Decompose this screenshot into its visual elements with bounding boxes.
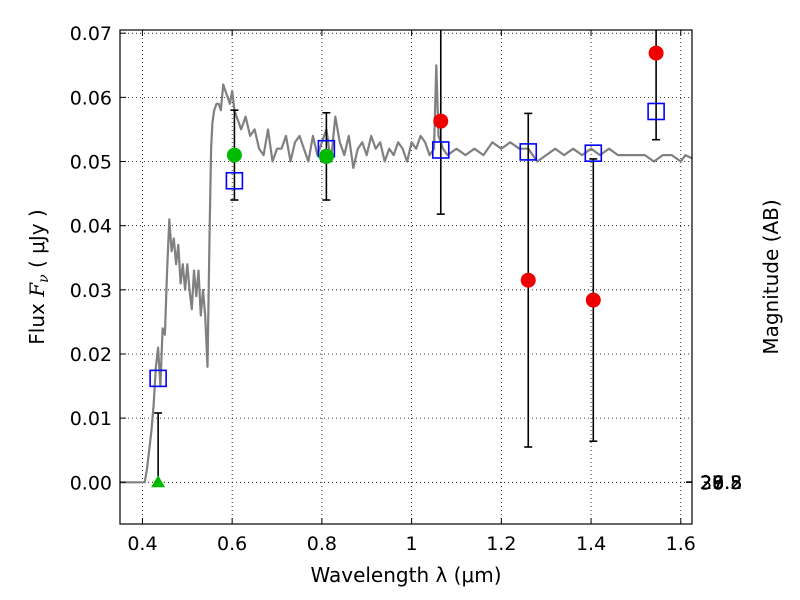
model-photometry-point <box>225 171 244 190</box>
right-tick-label: 27 <box>700 472 724 494</box>
y-tick-label: 0.00 <box>70 472 112 494</box>
y-tick-label: 0.02 <box>70 344 112 366</box>
y-axis-label-unit: ( μJy ) <box>25 209 49 274</box>
model-photometry-point <box>431 141 450 159</box>
y-tick-label: 0.05 <box>70 152 112 174</box>
y-axis-label-subscript: ν <box>36 274 52 283</box>
model-photometry-point <box>519 143 538 161</box>
x-tick-label: 0.4 <box>127 533 157 555</box>
detection-point <box>318 148 334 164</box>
y-axis-label-symbol: F <box>25 282 49 298</box>
x-tick-label: 1.4 <box>576 533 606 555</box>
tick-layer: 0.4 0.6 0.8 1 1.2 1.4 1.6 0.00 0.01 0.02 0.03 0.04 0… <box>70 23 743 555</box>
x-tick-label: 1 <box>406 533 418 555</box>
upper-limit-point <box>151 475 166 488</box>
right-tick-label: 26.8 <box>700 472 742 494</box>
detection-point <box>648 45 664 61</box>
detection-point <box>520 272 536 288</box>
plot-frame <box>119 29 693 525</box>
detection-point <box>585 292 601 308</box>
right-tick-label: 28.5 <box>700 472 742 494</box>
y-axis-label: Flux Fν ( μJy ) <box>25 209 52 344</box>
y-tick-label: 0.06 <box>70 87 112 109</box>
x-tick-label: 0.8 <box>307 533 337 555</box>
right-tick-label: 27.2 <box>700 472 742 494</box>
model-photometry-point <box>584 144 603 162</box>
model-photometry-point <box>149 369 167 388</box>
right-tick-label: 29 <box>700 472 724 494</box>
y-tick-label: 0.01 <box>70 408 112 430</box>
right-tick-label: 27.5 <box>700 472 742 494</box>
detection-point <box>226 147 242 163</box>
x-tick-label: 1.2 <box>486 533 516 555</box>
y-axis-right-label: Magnitude (AB) <box>759 199 783 354</box>
right-tick-label: 30 <box>700 472 724 494</box>
data-layer <box>120 30 692 488</box>
y-axis-label-prefix: Flux <box>25 297 49 345</box>
detection-point <box>433 113 449 129</box>
x-tick-label: 0.6 <box>217 533 247 555</box>
y-tick-label: 0.07 <box>70 23 112 45</box>
x-axis-label: Wavelength λ (μm) <box>310 563 501 587</box>
x-tick-label: 1.6 <box>666 533 696 555</box>
model-spectrum-line <box>120 64 692 484</box>
right-tick-label: 28 <box>700 472 724 494</box>
y-tick-label: 0.03 <box>70 280 112 302</box>
model-photometry-point <box>647 102 665 121</box>
y-tick-label: 0.04 <box>70 216 112 238</box>
plot-content <box>120 30 692 484</box>
